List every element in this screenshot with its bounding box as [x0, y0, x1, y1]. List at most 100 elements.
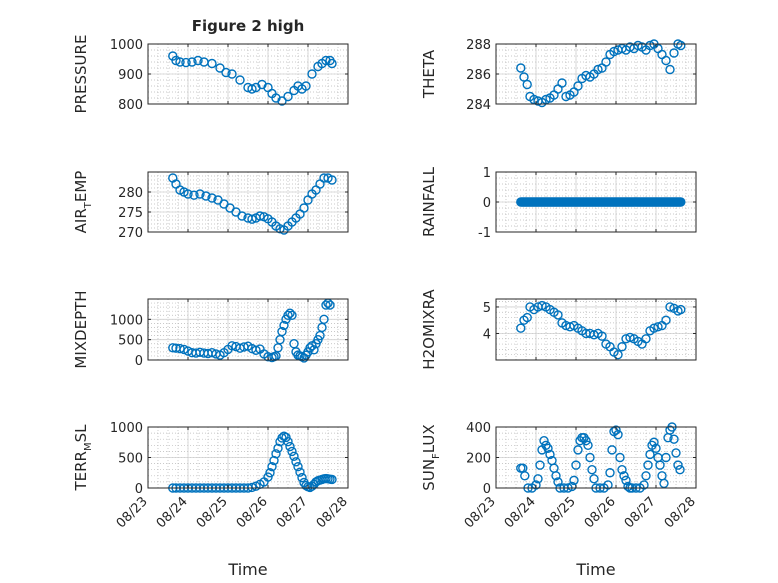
y-tick-label: -1 — [478, 226, 491, 241]
data-point — [183, 189, 193, 199]
y-tick-label: 500 — [118, 452, 143, 467]
data-point — [593, 64, 603, 75]
data-point — [661, 452, 671, 463]
data-point — [571, 460, 581, 470]
data-point — [581, 436, 591, 446]
data-point — [676, 40, 686, 51]
y-axis-label-subscript: T — [83, 201, 94, 209]
data-point — [639, 480, 649, 490]
data-point — [615, 452, 625, 463]
data-point — [601, 57, 611, 67]
data-point — [516, 63, 526, 73]
y-axis-label-tail: SL — [72, 424, 90, 443]
data-point — [321, 300, 331, 310]
data-point — [247, 214, 257, 224]
y-tick-label: 0 — [135, 482, 143, 497]
y-axis-label: SUNFLUX — [420, 424, 442, 490]
data-point — [649, 437, 659, 447]
data-point — [597, 331, 607, 341]
x-axis-label: Time — [227, 560, 267, 579]
data-point — [661, 315, 671, 325]
y-tick-label: 1000 — [110, 38, 143, 53]
data-point — [265, 468, 275, 478]
data-point — [643, 460, 653, 470]
y-tick-label: 500 — [118, 334, 143, 349]
data-point — [619, 471, 629, 481]
data-point — [207, 193, 217, 203]
y-tick-label: 400 — [466, 421, 491, 436]
y-axis-label: MIXDEPTH — [72, 290, 90, 368]
data-point — [676, 197, 686, 207]
data-point — [227, 69, 237, 79]
data-point — [675, 465, 685, 475]
y-axis-label-tail: EMP — [72, 171, 90, 202]
panel-air_temp: 270 275 280 AIRTEMP — [72, 171, 349, 241]
data-point — [531, 480, 541, 490]
data-point — [319, 314, 329, 325]
chart-title: Figure 2 high — [192, 17, 305, 35]
y-axis-label: PRESSURE — [72, 35, 90, 114]
data-point — [247, 482, 257, 493]
data-point — [283, 91, 293, 102]
panel-rainfall: -1 0 1 RAINFALL — [420, 166, 697, 241]
y-tick-label: 0 — [135, 354, 143, 369]
y-axis-label-main: AIR — [72, 208, 90, 233]
data-point — [621, 475, 631, 486]
data-point — [247, 84, 257, 94]
data-point — [307, 69, 317, 79]
data-point — [277, 96, 287, 106]
data-point — [271, 449, 281, 459]
data-point — [291, 457, 301, 467]
y-axis-label-main: THETA — [420, 49, 438, 99]
data-point — [605, 468, 615, 478]
data-point — [215, 63, 225, 73]
data-point — [325, 300, 335, 310]
y-axis-label-subscript: F — [431, 453, 442, 459]
data-point — [519, 72, 529, 82]
data-point — [309, 345, 319, 355]
data-point — [589, 474, 599, 484]
y-axis-label: TERRMSL — [72, 424, 94, 492]
data-point — [641, 334, 651, 344]
data-point — [583, 440, 593, 450]
y-axis-label-main: TERR — [72, 451, 90, 492]
data-point — [585, 452, 595, 463]
y-tick-label: 1000 — [110, 313, 143, 328]
data-point — [551, 471, 561, 481]
y-tick-label: 288 — [466, 38, 491, 53]
panel-h2omixra: 4 5 H2OMIXRA — [420, 289, 697, 370]
data-point — [283, 310, 293, 320]
y-tick-label: 4 — [483, 327, 491, 342]
y-axis-label: THETA — [420, 49, 438, 99]
data-point — [327, 58, 337, 69]
y-tick-label: 200 — [466, 452, 491, 467]
data-point — [299, 203, 309, 213]
data-point — [557, 78, 567, 88]
data-point — [587, 465, 597, 475]
data-point — [625, 332, 635, 343]
data-point — [553, 477, 563, 487]
y-axis-label: RAINFALL — [420, 166, 438, 237]
data-point — [295, 467, 305, 477]
data-point — [617, 465, 627, 475]
data-point — [573, 445, 583, 455]
y-tick-label: 800 — [118, 98, 143, 113]
y-axis-label-tail: LUX — [420, 424, 438, 453]
y-tick-label: 284 — [466, 98, 491, 113]
data-point — [520, 471, 530, 481]
data-point — [609, 46, 619, 57]
axes-box — [147, 298, 349, 361]
axes-box — [147, 171, 349, 233]
data-point — [533, 474, 543, 484]
data-point — [573, 81, 583, 91]
data-point — [661, 55, 671, 66]
data-point — [283, 436, 293, 447]
data-point — [613, 429, 623, 440]
data-point — [287, 446, 297, 457]
data-point — [327, 175, 337, 185]
data-point — [201, 191, 211, 201]
data-point — [641, 471, 651, 481]
data-point — [275, 224, 285, 234]
y-tick-label: 280 — [118, 186, 143, 201]
